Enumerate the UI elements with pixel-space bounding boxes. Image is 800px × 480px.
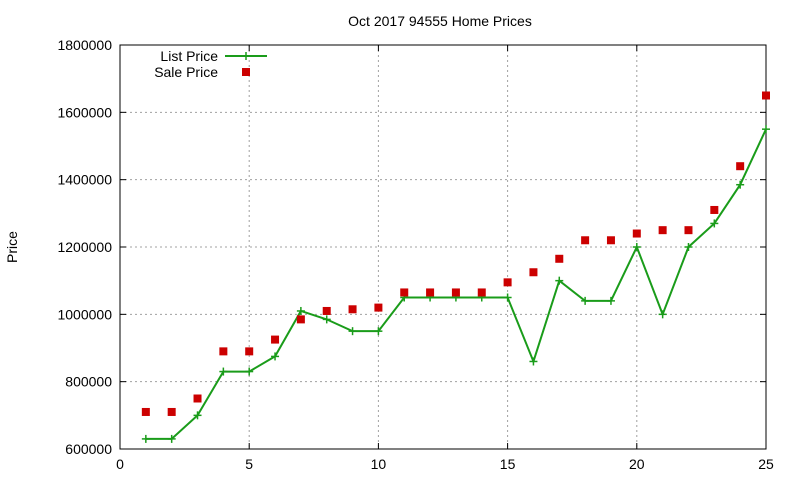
x-tick-label: 0 (116, 456, 124, 472)
sale-price-point (426, 288, 435, 297)
y-tick-label: 600000 (65, 441, 112, 457)
sale-price-point (348, 305, 357, 314)
sale-price-point (762, 91, 770, 100)
list-price-point (219, 367, 228, 376)
list-price-point (167, 434, 176, 443)
legend-square-swatch (242, 68, 250, 76)
x-tick-label: 5 (245, 456, 253, 472)
series-list-price (141, 125, 770, 443)
series-sale-price (141, 91, 770, 416)
list-price-point (296, 306, 305, 315)
sale-price-point (322, 306, 331, 315)
list-price-point (245, 367, 254, 376)
sale-price-point (374, 303, 383, 312)
chart-title: Oct 2017 94555 Home Prices (348, 13, 532, 29)
list-price-point (348, 327, 357, 336)
list-price-line (145, 128, 767, 440)
sale-price-point (400, 288, 409, 297)
sale-price-point (555, 254, 564, 263)
list-price-point (684, 243, 693, 251)
x-tick-label: 15 (500, 456, 516, 472)
sale-price-point (451, 288, 460, 297)
x-tick-label: 10 (371, 456, 387, 472)
legend-cross-swatch (242, 52, 250, 60)
sale-price-point (684, 226, 693, 235)
sale-price-point (658, 226, 667, 235)
list-price-point (503, 293, 512, 302)
sale-price-point (606, 236, 615, 245)
list-price-point (632, 243, 641, 251)
list-price-point (658, 310, 667, 319)
plot-frame (119, 44, 767, 450)
sale-price-point (167, 407, 176, 416)
x-tick-label: 20 (629, 456, 645, 472)
sale-price-point (141, 407, 150, 416)
list-price-point (141, 434, 150, 443)
list-price-point (193, 411, 202, 420)
legend-label: Sale Price (154, 64, 218, 80)
sale-price-point (296, 315, 305, 324)
sale-price-point (477, 288, 486, 297)
y-axis-label: Price (4, 231, 20, 263)
y-tick-label: 1600000 (57, 104, 112, 120)
list-price-point (529, 357, 538, 366)
y-tick-label: 1800000 (57, 37, 112, 53)
sale-price-point (193, 394, 202, 403)
sale-price-point (736, 162, 745, 171)
sale-price-point (271, 335, 280, 344)
grid (120, 45, 766, 449)
list-price-point (736, 180, 745, 189)
y-tick-label: 1400000 (57, 172, 112, 188)
axis-tick-labels: 0 5 10 15 20 25 600000 800000 1000000 1200000 1400… (57, 37, 774, 472)
sale-price-point (710, 205, 719, 214)
list-price-point (374, 327, 383, 336)
list-price-point (710, 219, 719, 228)
list-price-point (322, 315, 331, 324)
y-tick-label: 800000 (65, 374, 112, 390)
y-tick-label: 1200000 (57, 239, 112, 255)
list-price-point (581, 296, 590, 305)
list-price-point (606, 296, 615, 305)
series-layer (141, 91, 770, 443)
x-tick-label: 25 (758, 456, 774, 472)
sale-price-point (503, 278, 512, 287)
sale-price-point (529, 268, 538, 277)
list-price-point (271, 352, 280, 361)
y-tick-label: 1000000 (57, 306, 112, 322)
list-price-point (555, 276, 564, 285)
sale-price-point (219, 347, 228, 356)
sale-price-point (632, 229, 641, 238)
sale-price-point (581, 236, 590, 245)
sale-price-point (245, 347, 254, 356)
list-price-point (762, 125, 770, 134)
legend-label: List Price (160, 48, 218, 64)
